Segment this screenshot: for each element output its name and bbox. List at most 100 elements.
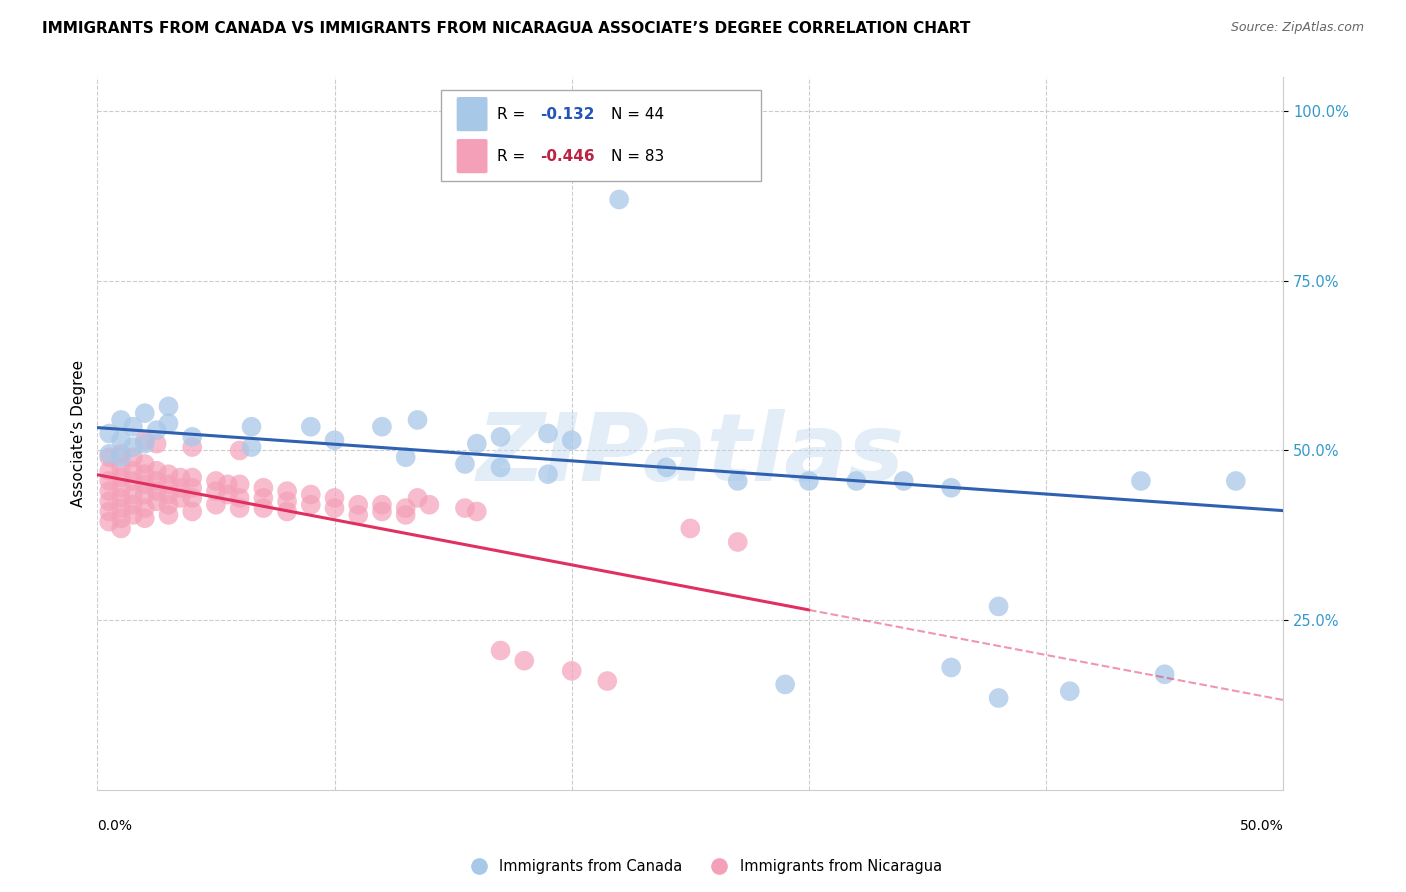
Point (110, 491, 132, 505)
Point (110, 413, 132, 427)
Text: R =: R = (496, 107, 530, 121)
Point (845, 474, 868, 488)
Point (145, 464, 167, 478)
Point (98, 484, 121, 499)
Point (323, 491, 346, 505)
Point (110, 460, 132, 475)
Point (797, 474, 820, 488)
Text: 50.0%: 50.0% (1240, 820, 1284, 833)
Point (489, 460, 512, 475)
Point (110, 501, 132, 516)
Point (205, 498, 228, 512)
Point (217, 487, 239, 501)
Point (110, 434, 132, 448)
Point (110, 511, 132, 525)
Point (441, 152, 464, 166)
Point (122, 440, 145, 454)
Point (134, 434, 156, 448)
Point (157, 498, 180, 512)
Point (371, 504, 394, 518)
Point (98, 464, 121, 478)
Point (228, 491, 250, 505)
Point (941, 660, 963, 674)
Point (145, 494, 167, 508)
Point (561, 434, 583, 448)
Point (240, 419, 263, 434)
Point (228, 443, 250, 458)
Point (145, 474, 167, 488)
Point (181, 504, 204, 518)
Point (122, 419, 145, 434)
Legend: Immigrants from Canada, Immigrants from Nicaragua: Immigrants from Canada, Immigrants from … (458, 854, 948, 880)
Point (252, 501, 274, 516)
Point (371, 419, 394, 434)
Point (122, 464, 145, 478)
Point (110, 481, 132, 495)
Text: R =: R = (496, 149, 530, 163)
Point (537, 467, 560, 482)
Point (987, 599, 1010, 614)
Point (596, 673, 619, 688)
Point (276, 484, 298, 499)
Point (157, 508, 180, 522)
Text: ZIPatlas: ZIPatlas (477, 409, 904, 501)
Point (169, 491, 191, 505)
Point (252, 491, 274, 505)
Point (395, 508, 418, 522)
Point (228, 477, 250, 491)
Point (655, 460, 678, 475)
Point (122, 474, 145, 488)
FancyBboxPatch shape (457, 139, 488, 173)
Point (607, 193, 630, 207)
Point (181, 430, 204, 444)
Point (98, 515, 121, 529)
Point (454, 457, 477, 471)
Point (134, 511, 156, 525)
Text: N = 44: N = 44 (610, 107, 664, 121)
Point (941, 481, 963, 495)
Point (134, 467, 156, 482)
Point (987, 691, 1010, 706)
Point (465, 436, 488, 450)
Point (157, 487, 180, 501)
Point (406, 491, 429, 505)
Point (145, 423, 167, 437)
Point (561, 664, 583, 678)
Point (134, 436, 156, 450)
Point (157, 400, 180, 414)
Text: IMMIGRANTS FROM CANADA VS IMMIGRANTS FROM NICARAGUA ASSOCIATE’S DEGREE CORRELATI: IMMIGRANTS FROM CANADA VS IMMIGRANTS FRO… (42, 21, 970, 36)
Point (537, 426, 560, 441)
Point (205, 484, 228, 499)
Text: 0.0%: 0.0% (97, 820, 132, 833)
Point (299, 419, 322, 434)
Point (145, 484, 167, 499)
Point (134, 477, 156, 491)
Point (134, 487, 156, 501)
Point (299, 487, 322, 501)
Point (489, 643, 512, 657)
Point (110, 447, 132, 461)
Text: N = 83: N = 83 (610, 149, 664, 163)
Point (122, 450, 145, 465)
Point (181, 470, 204, 484)
Point (134, 501, 156, 516)
Point (98, 494, 121, 508)
Point (727, 535, 749, 549)
Point (513, 654, 536, 668)
Point (893, 474, 915, 488)
Point (205, 474, 228, 488)
Point (122, 487, 145, 501)
Point (347, 508, 370, 522)
Point (169, 470, 191, 484)
Point (122, 498, 145, 512)
Point (228, 501, 250, 516)
Point (1225, 474, 1247, 488)
Point (489, 430, 512, 444)
Point (110, 521, 132, 535)
Point (181, 491, 204, 505)
Point (465, 504, 488, 518)
Point (98, 426, 121, 441)
Point (773, 677, 796, 691)
Point (240, 440, 263, 454)
Text: -0.132: -0.132 (540, 107, 595, 121)
